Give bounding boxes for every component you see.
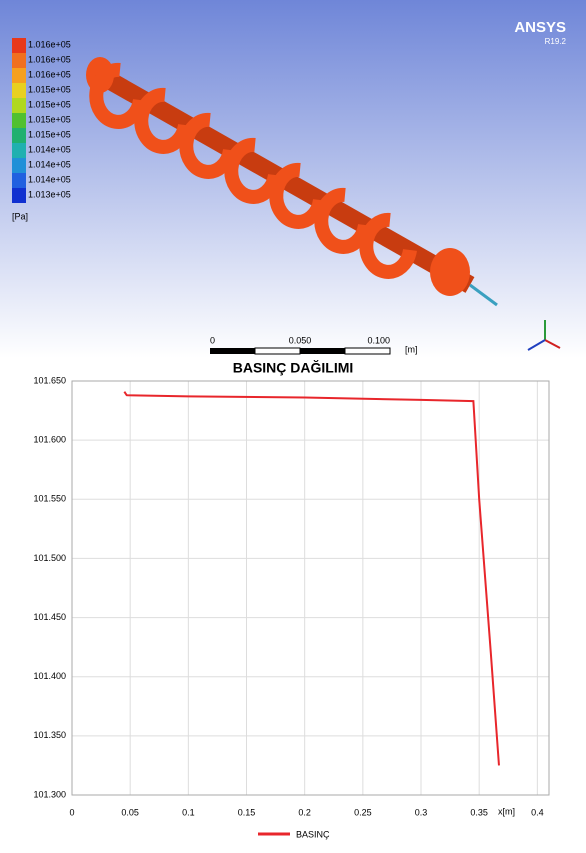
y-tick-label: 101.500 <box>33 553 66 563</box>
colorbar-swatch <box>12 38 26 53</box>
colorbar-swatch <box>12 143 26 158</box>
colorbar-swatch <box>12 188 26 203</box>
page: ANSYS R19.2 1.016e+051.016e+051.016e+051… <box>0 0 586 848</box>
y-tick-label: 101.450 <box>33 612 66 622</box>
colorbar-label: 1.014e+05 <box>28 144 71 154</box>
scale-label: 0.050 <box>289 335 312 345</box>
scale-label: 0.100 <box>367 335 390 345</box>
x-tick-label: 0.25 <box>354 807 372 817</box>
x-tick-label: 0.15 <box>238 807 256 817</box>
colorbar-swatch <box>12 128 26 143</box>
data-line <box>124 392 499 766</box>
colorbar-swatch <box>12 53 26 68</box>
y-tick-label: 101.550 <box>33 494 66 504</box>
colorbar-label: 1.013e+05 <box>28 189 71 199</box>
y-tick-label: 101.350 <box>33 730 66 740</box>
x-tick-label: 0 <box>69 807 74 817</box>
x-tick-label: 0.05 <box>121 807 139 817</box>
colorbar-swatch <box>12 173 26 188</box>
colorbar-label: 1.016e+05 <box>28 54 71 64</box>
colorbar-label: 1.015e+05 <box>28 129 71 139</box>
x-tick-label: 0.1 <box>182 807 195 817</box>
scale-label: 0 <box>210 335 215 345</box>
x-axis-label: x[m] <box>498 806 515 816</box>
colorbar-swatch <box>12 113 26 128</box>
colorbar-label: 1.015e+05 <box>28 114 71 124</box>
y-tick-label: 101.400 <box>33 671 66 681</box>
version: R19.2 <box>545 37 567 46</box>
colorbar-swatch <box>12 158 26 173</box>
y-tick-label: 101.650 <box>33 375 66 385</box>
legend-label: BASINÇ <box>296 829 330 839</box>
colorbar-swatch <box>12 83 26 98</box>
scale-bar <box>210 348 390 354</box>
colorbar-label: 1.014e+05 <box>28 174 71 184</box>
colorbar-label: 1.015e+05 <box>28 84 71 94</box>
chart-title: BASINÇ DAĞILIMI <box>233 359 354 376</box>
colorbar-swatch <box>12 68 26 83</box>
plot-frame <box>72 381 549 795</box>
y-tick-label: 101.600 <box>33 435 66 445</box>
scale-unit: [m] <box>405 344 418 354</box>
colorbar-label: 1.015e+05 <box>28 99 71 109</box>
colorbar-label: 1.014e+05 <box>28 159 71 169</box>
y-tick-label: 101.300 <box>33 789 66 799</box>
x-tick-label: 0.4 <box>531 807 544 817</box>
x-tick-label: 0.2 <box>298 807 311 817</box>
legend-unit: [Pa] <box>12 211 28 221</box>
brand: ANSYS <box>514 19 566 36</box>
colorbar-label: 1.016e+05 <box>28 39 71 49</box>
colorbar-label: 1.016e+05 <box>28 69 71 79</box>
colorbar-swatch <box>12 98 26 113</box>
x-tick-label: 0.3 <box>415 807 428 817</box>
x-tick-label: 0.35 <box>470 807 488 817</box>
colorbar: 1.016e+05 1.016e+05 1.016e+05 1.015e+05 1.01… <box>12 38 71 203</box>
